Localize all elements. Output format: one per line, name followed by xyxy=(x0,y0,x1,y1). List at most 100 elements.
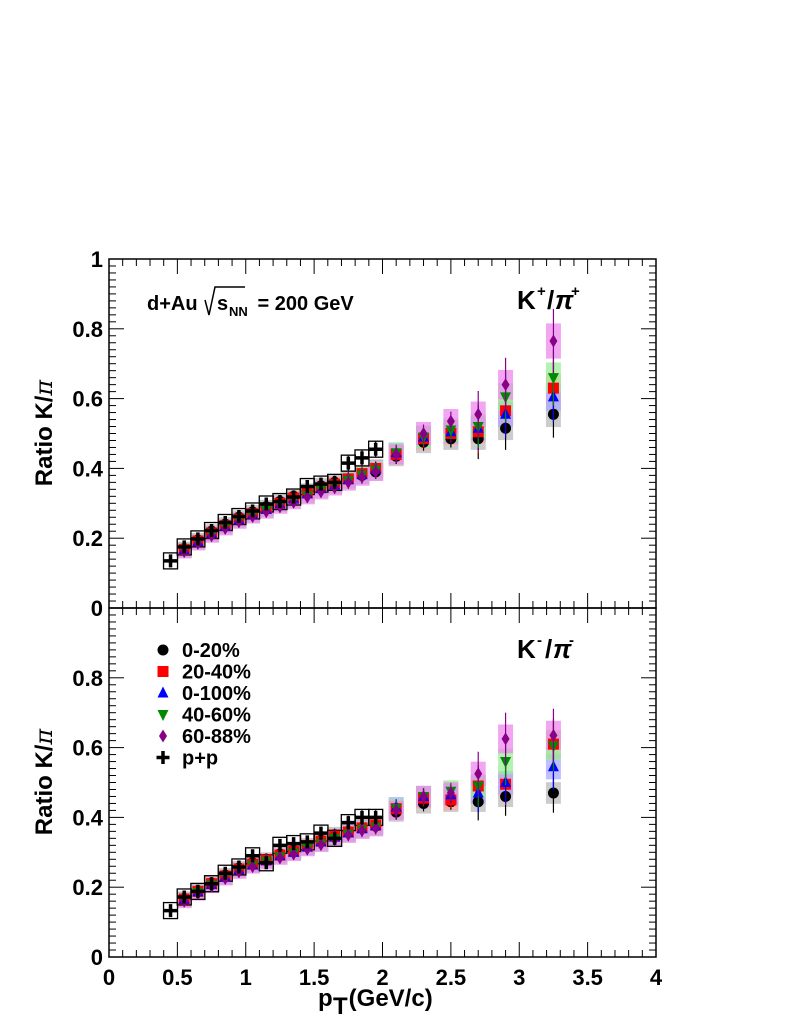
point-60-88 xyxy=(371,821,380,835)
x-tick-label: 0 xyxy=(103,965,115,990)
legend-label-0-100: 0-100% xyxy=(182,683,251,705)
point-p-p xyxy=(287,490,301,504)
legend-marker-0-20 xyxy=(157,644,169,656)
x-tick-label: 1 xyxy=(240,965,252,990)
point-p-p xyxy=(341,456,355,470)
point-p-p xyxy=(259,497,273,511)
svg-text:K: K xyxy=(517,285,536,315)
legend-label-60-88: 60-88% xyxy=(182,726,251,748)
point-60-88 xyxy=(419,427,428,440)
svg-text:+: + xyxy=(537,283,546,300)
sqrt-symbol xyxy=(204,286,245,316)
point-60-88 xyxy=(275,851,284,865)
legend-marker-60-88 xyxy=(159,729,167,743)
y-tick-label: 0.6 xyxy=(72,736,103,761)
point-p-p xyxy=(300,835,314,849)
top-systematic-bands xyxy=(162,323,561,570)
sys-box-p-p xyxy=(162,552,179,570)
svg-text:-: - xyxy=(569,632,574,649)
point-p-p xyxy=(369,442,383,456)
x-axis-title: p T (GeV/c) xyxy=(318,985,433,1019)
point-p-p xyxy=(300,480,314,494)
point-60-88 xyxy=(392,803,401,817)
svg-text:π: π xyxy=(553,634,572,664)
point-p-p xyxy=(164,904,178,918)
x-tick-label: 4 xyxy=(650,965,663,990)
y-tick-label: 0.8 xyxy=(72,666,103,691)
point-40-60 xyxy=(547,373,559,385)
point-60-88 xyxy=(303,842,312,856)
bottom-axis-ticks xyxy=(108,607,657,958)
y-tick-label: 0 xyxy=(91,596,103,621)
point-p-p xyxy=(246,849,260,863)
point-p-p xyxy=(191,884,205,898)
point-p-p xyxy=(232,860,246,874)
sys-box-p-p xyxy=(162,901,179,920)
top-y-tick-labels: 0 0.2 0.4 0.6 0.8 1 xyxy=(72,247,103,621)
y-tick-label: 0 xyxy=(91,945,103,970)
svg-text:T: T xyxy=(333,993,348,1019)
point-60-88 xyxy=(474,407,483,421)
point-60-88 xyxy=(549,334,558,348)
svg-text:= 200 GeV: = 200 GeV xyxy=(252,293,354,315)
point-p-p xyxy=(259,856,273,870)
point-p-p xyxy=(314,477,328,491)
bottom-y-tick-labels: 0 0.2 0.4 0.6 0.8 xyxy=(72,666,103,970)
point-p-p xyxy=(232,510,246,524)
svg-text:/: / xyxy=(547,285,554,315)
point-p-p xyxy=(341,816,355,830)
bottom-data-points xyxy=(164,708,559,918)
point-60-88 xyxy=(501,732,510,746)
x-tick-label: 2.5 xyxy=(436,965,467,990)
point-p-p xyxy=(369,810,383,824)
legend-marker-p-p xyxy=(156,751,170,764)
point-60-88 xyxy=(344,828,353,842)
point-p-p xyxy=(205,524,219,538)
svg-text:p: p xyxy=(318,985,333,1012)
y-tick-label: 0.2 xyxy=(72,526,103,551)
y-tick-label: 1 xyxy=(91,247,103,272)
x-tick-labels: 0 0.5 1 1.5 2 2.5 3 3.5 4 xyxy=(103,965,663,990)
legend-label-0-20: 0-20% xyxy=(182,640,240,662)
y-tick-label: 0.8 xyxy=(72,317,103,342)
legend-label-p-p: p+p xyxy=(182,748,218,770)
bottom-panel: 0 0.2 0.4 0.6 0.8 0 0.5 1 1.5 2 2.5 3 3.5 4 Ratio K/… xyxy=(30,607,663,1019)
point-p-p xyxy=(246,504,260,518)
svg-text:+: + xyxy=(571,283,580,300)
svg-text:/: / xyxy=(545,634,552,664)
svg-text:NN: NN xyxy=(229,304,248,319)
top-data-points xyxy=(164,308,559,568)
point-60-88 xyxy=(344,475,353,489)
point-60-88 xyxy=(446,786,455,800)
point-60-88 xyxy=(371,465,380,479)
y-tick-label: 0.4 xyxy=(72,456,103,481)
point-40-60 xyxy=(445,425,457,437)
svg-text:π: π xyxy=(555,285,574,315)
point-60-88 xyxy=(549,728,558,742)
x-tick-label: 2 xyxy=(376,965,388,990)
top-ratio-label: K + / π + xyxy=(517,283,580,315)
point-p-p xyxy=(218,515,232,529)
sys-box-p-p xyxy=(354,449,370,467)
point-60-88 xyxy=(316,485,325,499)
svg-text:K: K xyxy=(517,634,536,664)
bottom-y-axis-title: Ratio K/π xyxy=(30,728,58,836)
legend-marker-20-40 xyxy=(157,666,169,677)
point-60-88 xyxy=(419,789,428,803)
point-p-p xyxy=(328,475,342,489)
point-p-p xyxy=(273,838,287,852)
point-0-20 xyxy=(547,787,559,799)
legend: 0-20%20-40%0-100%40-60%60-88%p+p xyxy=(156,640,251,770)
point-p-p xyxy=(314,826,328,840)
top-axis-ticks xyxy=(108,258,657,609)
point-60-88 xyxy=(357,824,366,838)
point-p-p xyxy=(191,532,205,546)
legend-marker-40-60 xyxy=(157,710,169,721)
point-60-88 xyxy=(289,847,298,861)
svg-text:-: - xyxy=(537,632,542,649)
y-tick-label: 0.2 xyxy=(72,875,103,900)
point-p-p xyxy=(177,890,191,904)
svg-text:s: s xyxy=(217,293,228,315)
point-60-88 xyxy=(262,505,271,519)
point-60-88 xyxy=(303,490,312,504)
